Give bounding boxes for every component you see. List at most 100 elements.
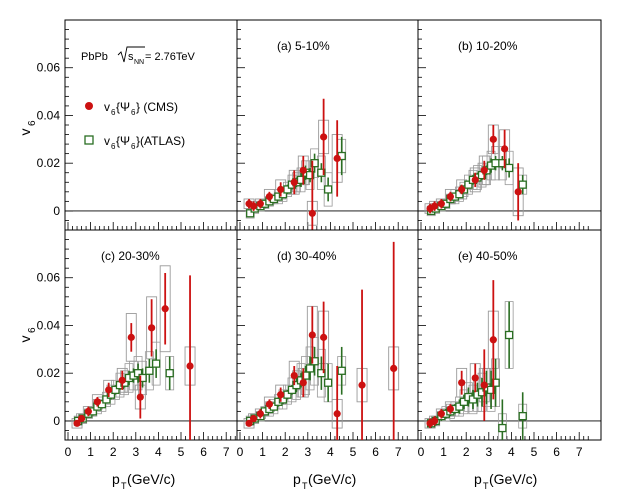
panel-legend: 0 0.02 0.04 0.06	[37, 19, 238, 231]
x-tick-label: 7	[395, 445, 402, 459]
info-energy-value: = 2.76TeV	[145, 51, 196, 63]
panel-label: (d) 30-40%	[277, 249, 337, 263]
y-tick-label: 0.06	[37, 61, 61, 75]
cms-point	[73, 419, 81, 427]
x-tick-label: 2	[282, 445, 289, 459]
x-axis-label-col2-sub: T	[302, 481, 308, 491]
cms-point	[446, 192, 454, 201]
y-tick-label: 0.04	[37, 318, 61, 332]
atlas-point	[317, 369, 326, 378]
cms-point	[245, 419, 253, 427]
cms-point	[358, 381, 366, 389]
x-tick-label: 0	[418, 445, 425, 459]
atlas-point	[305, 364, 315, 373]
x-tick-label: 3	[485, 445, 492, 459]
x-axis-label-col2-unit: (GeV/c)	[308, 471, 356, 487]
cms-point	[446, 405, 454, 413]
panel-data	[424, 124, 528, 221]
cms-point	[437, 200, 445, 208]
y-tick-label: 0	[53, 204, 60, 218]
cms-point	[320, 133, 328, 141]
legend-cms-marker	[85, 102, 93, 110]
x-axis-label-col2: p T (GeV/c)	[293, 471, 356, 491]
x-tick-label: 5	[350, 445, 357, 459]
x-axis-label-col3-main: p	[474, 471, 482, 487]
atlas-point	[301, 371, 310, 380]
cms-point	[256, 200, 264, 208]
atlas-point	[102, 395, 111, 404]
legend-atlas-psi-sub: 6	[131, 142, 136, 151]
x-tick-label: 2	[463, 445, 470, 459]
x-tick-label: 0	[65, 445, 72, 459]
cms-point	[277, 391, 285, 399]
atlas-point	[491, 378, 500, 387]
y-axis-label-bottom-sub: 6	[27, 327, 38, 333]
cms-point	[390, 364, 398, 373]
atlas-point	[305, 170, 315, 180]
atlas-point	[165, 369, 174, 378]
atlas-point	[518, 411, 527, 421]
y-axis-label-bottom-main: v	[17, 336, 33, 343]
panel-data	[243, 98, 347, 230]
atlas-point	[459, 397, 469, 406]
legend-atlas-marker	[84, 135, 94, 145]
x-axis-label-col1: p T (GeV/c)	[112, 471, 175, 491]
cms-point	[437, 410, 445, 418]
y-axis-label-bottom: v 6	[17, 327, 38, 343]
x-axis-label-col3: p T (GeV/c)	[474, 471, 537, 491]
cms-point	[93, 398, 101, 406]
x-tick-label: 6	[372, 445, 379, 459]
cms-point	[333, 154, 341, 163]
cms-point	[489, 336, 497, 344]
cms-point	[105, 386, 113, 394]
x-axis-label-col3-unit: (GeV/c)	[489, 471, 537, 487]
cms-point	[480, 166, 488, 174]
y-tick-label: 0.02	[37, 156, 61, 170]
atlas-point	[504, 330, 514, 340]
atlas-point	[518, 180, 527, 189]
cms-point	[277, 185, 285, 194]
atlas-point	[246, 209, 255, 218]
x-tick-label: 6	[200, 445, 207, 459]
legend-atlas-v-sub: 6	[111, 142, 116, 151]
y-tick-label: 0	[53, 414, 60, 428]
x-tick-label: 5	[531, 445, 538, 459]
panel-1: (b) 10-20%	[417, 19, 602, 231]
panel-data	[424, 280, 528, 440]
info-energy-sub: NN	[134, 59, 144, 66]
cms-point	[265, 400, 273, 408]
cms-point	[308, 209, 316, 217]
cms-point	[308, 331, 316, 339]
cms-point	[256, 410, 264, 418]
atlas-point	[296, 175, 306, 185]
cms-point	[458, 379, 466, 387]
x-axis-label-col1-sub: T	[121, 481, 127, 491]
cms-point	[299, 379, 307, 387]
atlas-point	[455, 402, 464, 411]
x-tick-label: 2	[110, 445, 117, 459]
x-tick-label: 3	[304, 445, 311, 459]
x-tick-label: 4	[155, 445, 162, 459]
y-tick-label: 0.04	[37, 108, 61, 122]
panel-3: (d) 30-40% 0 1 2 3 4 5 6 7	[236, 229, 419, 459]
panel-label: (c) 20-30%	[101, 249, 160, 263]
atlas-point	[491, 159, 500, 168]
x-tick-label: 4	[508, 445, 515, 459]
x-axis-label-col1-unit: (GeV/c)	[127, 471, 175, 487]
panel-label: (b) 10-20%	[458, 39, 518, 53]
cms-point	[249, 202, 258, 210]
cms-point	[136, 393, 144, 401]
cms-point	[186, 362, 194, 370]
cms-point	[501, 145, 509, 153]
atlas-point	[504, 163, 514, 173]
panel-4: (e) 40-50% 0 1 2 3 4 5 6 7	[417, 229, 602, 459]
y-tick-label: 0.02	[37, 366, 61, 380]
cms-point	[480, 381, 488, 389]
x-tick-label: 7	[223, 445, 230, 459]
x-tick-label: 1	[259, 445, 266, 459]
cms-point	[333, 410, 341, 418]
atlas-point	[310, 357, 319, 366]
legend-atlas-psi: {Ψ	[116, 134, 130, 148]
cms-point	[290, 178, 298, 186]
legend-cms-psi: {Ψ	[116, 100, 130, 114]
